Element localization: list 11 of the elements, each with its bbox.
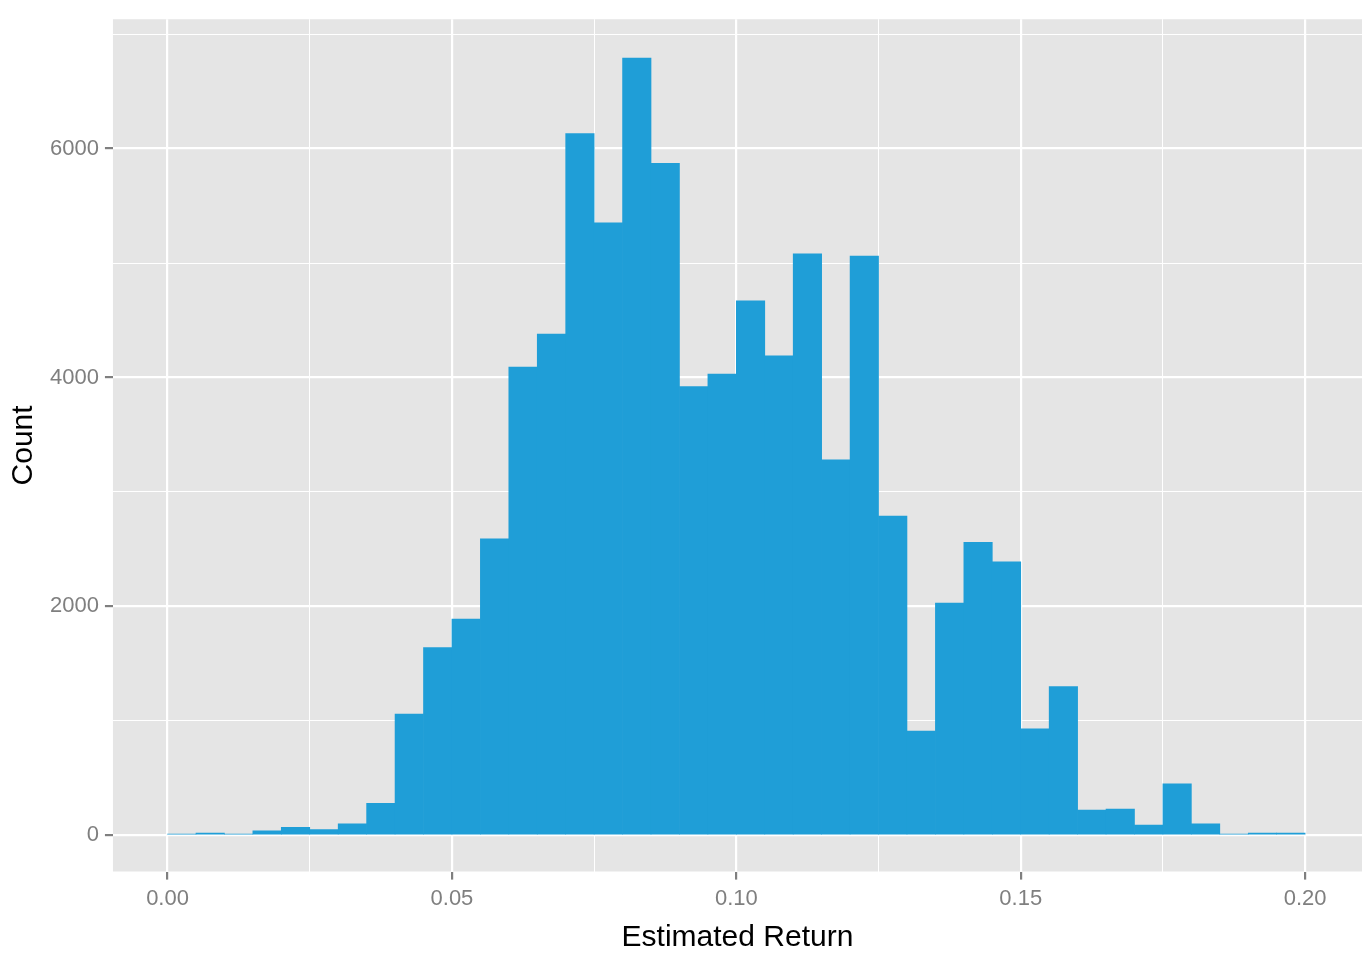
x-tick-label: 0.10 xyxy=(714,884,758,910)
x-tick-label: 0.15 xyxy=(999,884,1043,910)
x-axis-title: Estimated Return xyxy=(621,919,854,953)
x-tick-label: 0.20 xyxy=(1283,884,1327,910)
y-axis-title: Count xyxy=(5,404,39,486)
y-tick-label: 0 xyxy=(86,821,99,847)
y-tick-label: 2000 xyxy=(49,592,99,618)
x-tick-label: 0.05 xyxy=(430,884,474,910)
y-tick-label: 6000 xyxy=(49,134,99,160)
y-tick-label: 4000 xyxy=(49,363,99,389)
x-tick-label: 0.00 xyxy=(146,884,189,910)
